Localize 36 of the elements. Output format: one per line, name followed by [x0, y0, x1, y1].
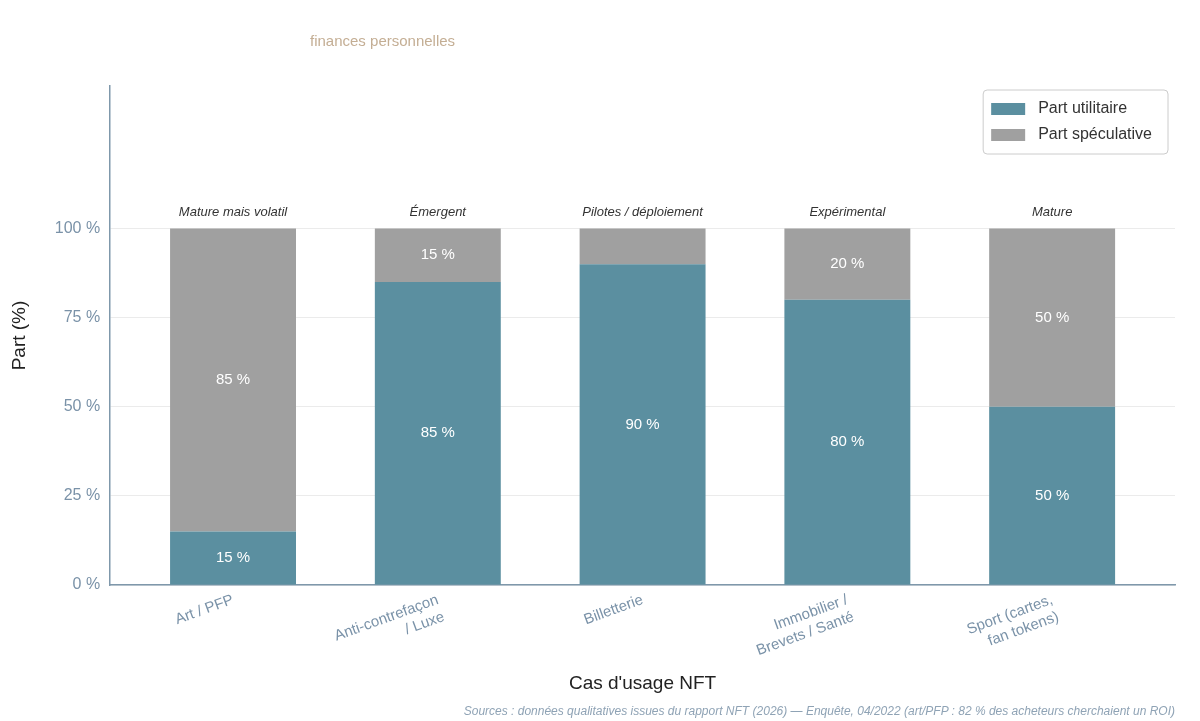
data-label: 20 %: [830, 254, 865, 272]
y-tick-label: 100 %: [54, 218, 101, 236]
chart-subtitle: finances personnelles: [310, 32, 456, 50]
data-label: 15 %: [215, 548, 251, 566]
y-tick-label: 25 %: [63, 486, 101, 504]
bar: [374, 228, 501, 283]
legend-label: Part utilitaire: [1038, 99, 1128, 117]
bar: [170, 228, 296, 532]
source-note: Sources : données qualitatives issues du rapport NFT (2026) — Enquête, 04/2022 (art/PFP : 82 % des acheteurs cherchaient un ROI): [463, 704, 1175, 718]
bar: [170, 531, 296, 585]
data-label: 50 %: [1035, 485, 1070, 503]
annotation: Mature: [1031, 203, 1073, 219]
data-label: 80 %: [830, 432, 865, 450]
annotation: Mature mais volatil: [178, 203, 289, 219]
annotation: Expérimental: [809, 203, 887, 219]
bar: [374, 282, 501, 585]
y-tick-label: 50 %: [63, 397, 101, 415]
annotation: Émergent: [409, 203, 468, 219]
x-tick-label: Art / PFP: [172, 590, 236, 627]
data-label: 85 %: [420, 423, 455, 441]
y-tick-label: 75 %: [63, 308, 101, 326]
bar: [784, 299, 911, 585]
x-axis-title: Cas d'usage NFT: [568, 671, 717, 693]
data-label: 50 %: [1035, 307, 1070, 325]
annotation: Pilotes / déploiement: [582, 203, 705, 219]
y-tick-label: 0 %: [72, 575, 101, 593]
legend-label: Part spéculative: [1038, 125, 1153, 143]
bar: [579, 228, 706, 265]
data-label: 85 %: [215, 370, 251, 388]
bar: [579, 264, 706, 585]
bar: [989, 406, 1116, 585]
data-label: 15 %: [420, 245, 455, 263]
bar: [989, 228, 1116, 407]
y-axis-title: Part (%): [7, 300, 29, 371]
bar: [784, 228, 911, 300]
data-label: 90 %: [625, 414, 660, 432]
